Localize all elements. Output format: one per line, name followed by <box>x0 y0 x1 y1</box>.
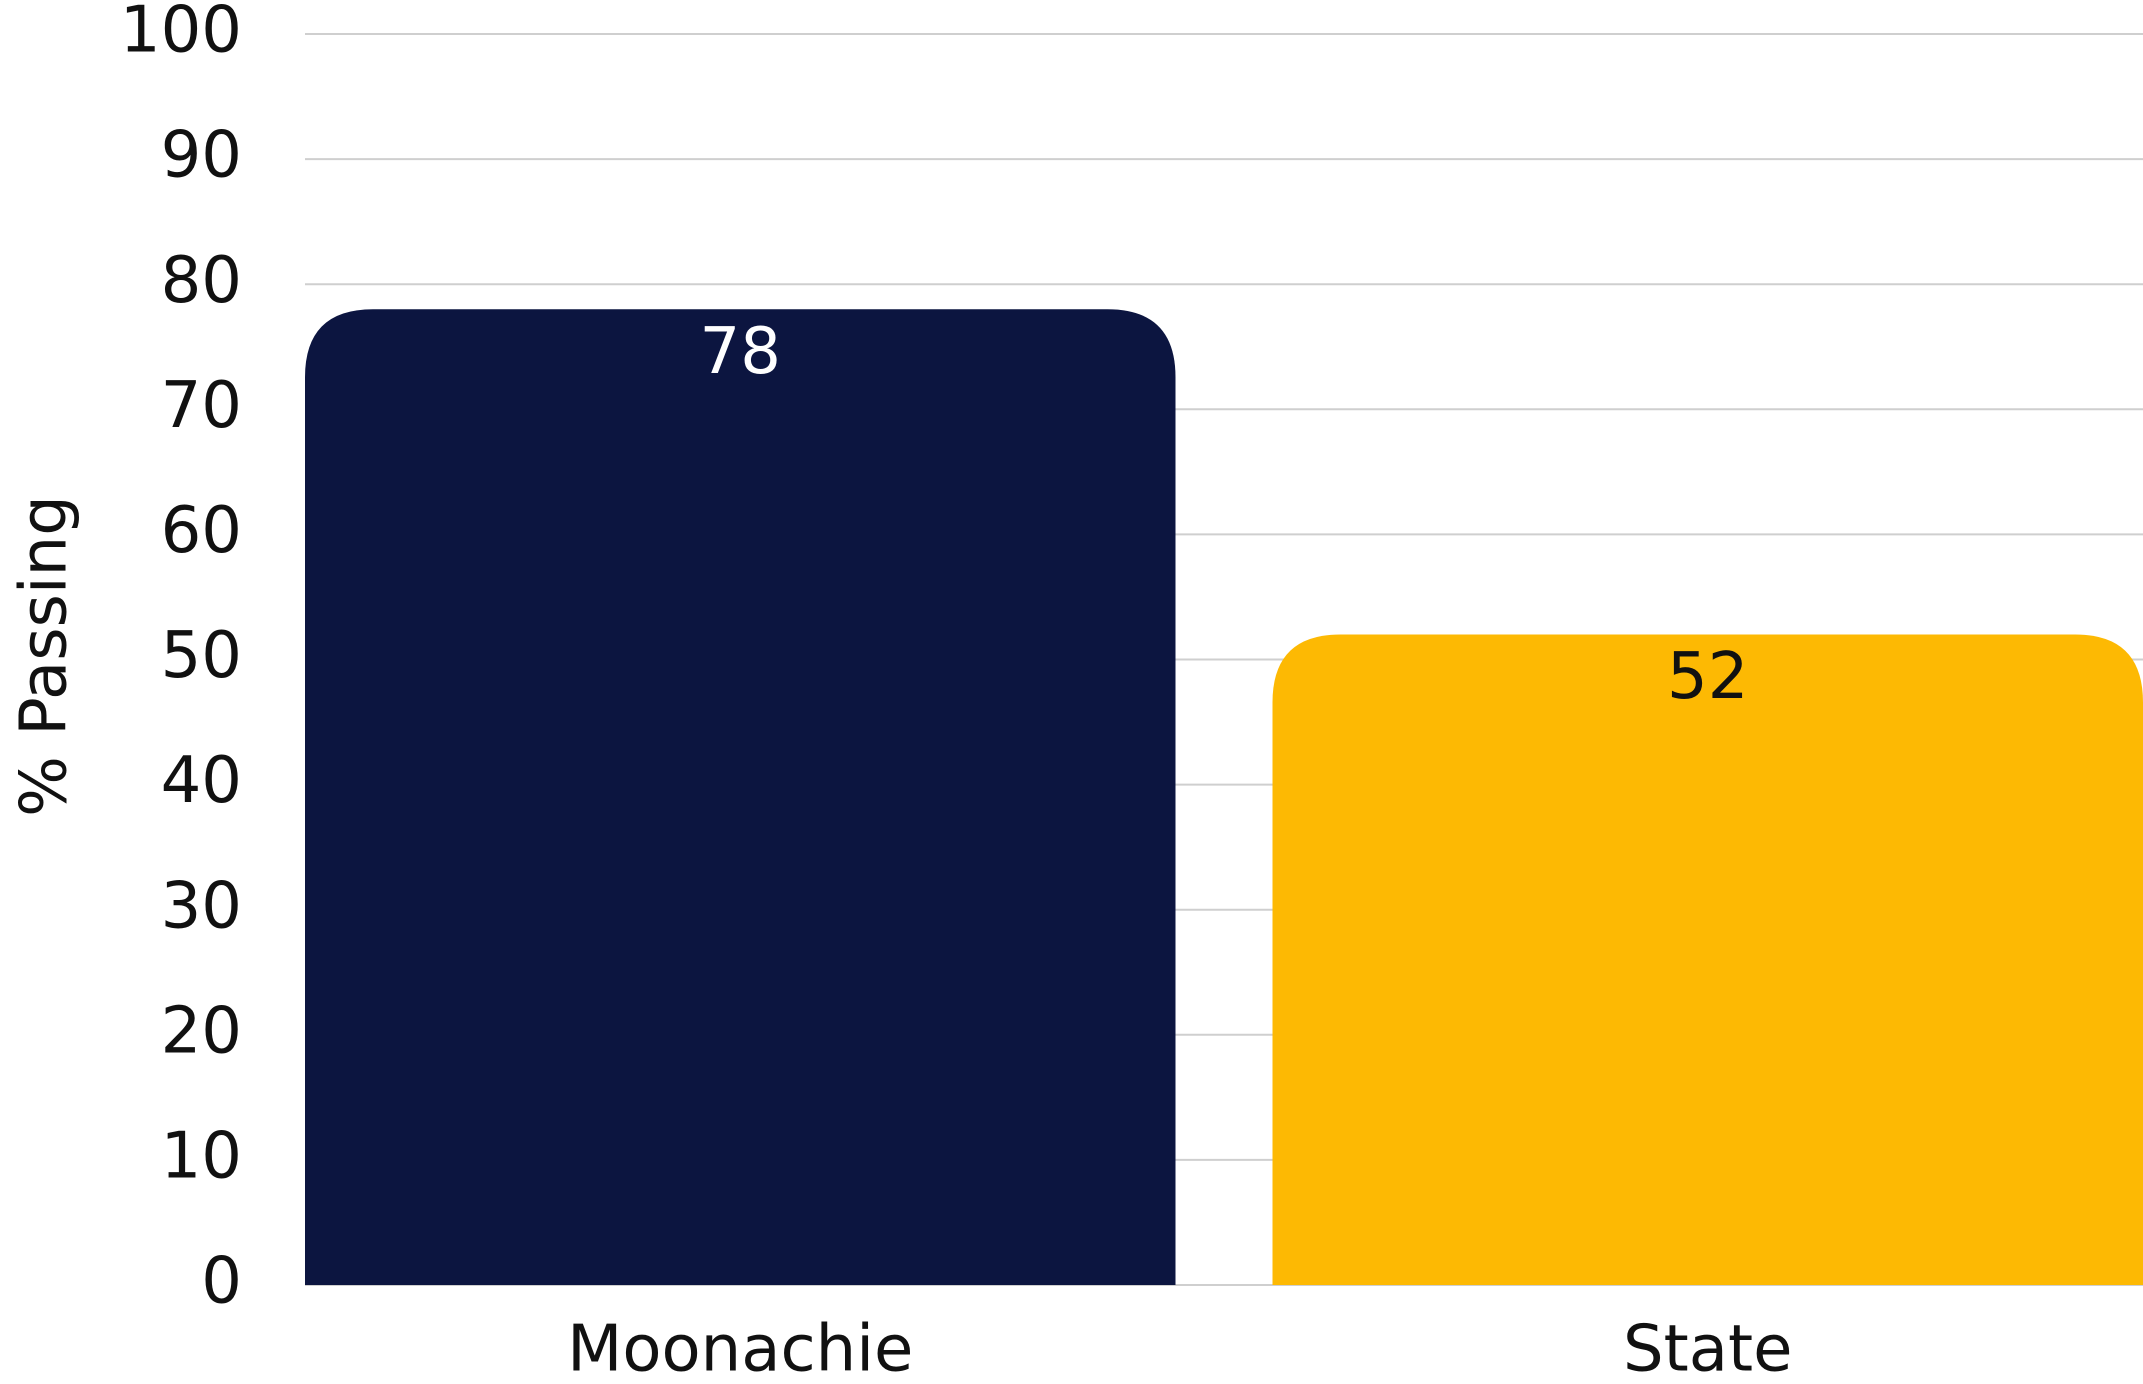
y-tick-label: 80 <box>161 244 242 318</box>
y-tick-label: 40 <box>161 744 242 818</box>
y-tick-label: 30 <box>161 869 242 943</box>
bar <box>1272 634 2143 1285</box>
y-axis-label: % Passing <box>8 495 82 817</box>
y-tick-label: 90 <box>161 119 242 193</box>
y-tick-label: 0 <box>201 1245 242 1319</box>
y-tick-label: 20 <box>161 994 242 1068</box>
y-tick-label: 70 <box>161 369 242 443</box>
x-tick-label: State <box>1623 1313 1792 1384</box>
y-tick-label: 10 <box>161 1119 242 1193</box>
y-tick-label: 60 <box>161 494 242 568</box>
value-label: 52 <box>1667 640 1748 714</box>
y-tick-label: 50 <box>161 619 242 693</box>
x-tick-label: Moonachie <box>567 1313 913 1384</box>
value-label: 78 <box>700 315 781 389</box>
bar <box>305 309 1176 1286</box>
y-tick-label: 100 <box>120 0 242 68</box>
